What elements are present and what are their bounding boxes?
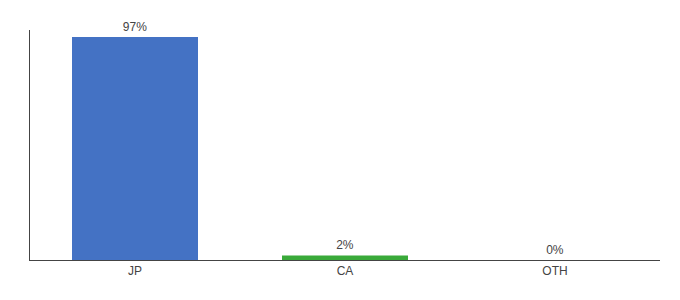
svg-text:97%: 97% (123, 20, 147, 34)
svg-text:JP: JP (128, 264, 142, 278)
svg-text:OTH: OTH (542, 264, 567, 278)
svg-text:2%: 2% (336, 238, 354, 252)
svg-text:CA: CA (337, 264, 354, 278)
svg-text:0%: 0% (546, 243, 564, 257)
